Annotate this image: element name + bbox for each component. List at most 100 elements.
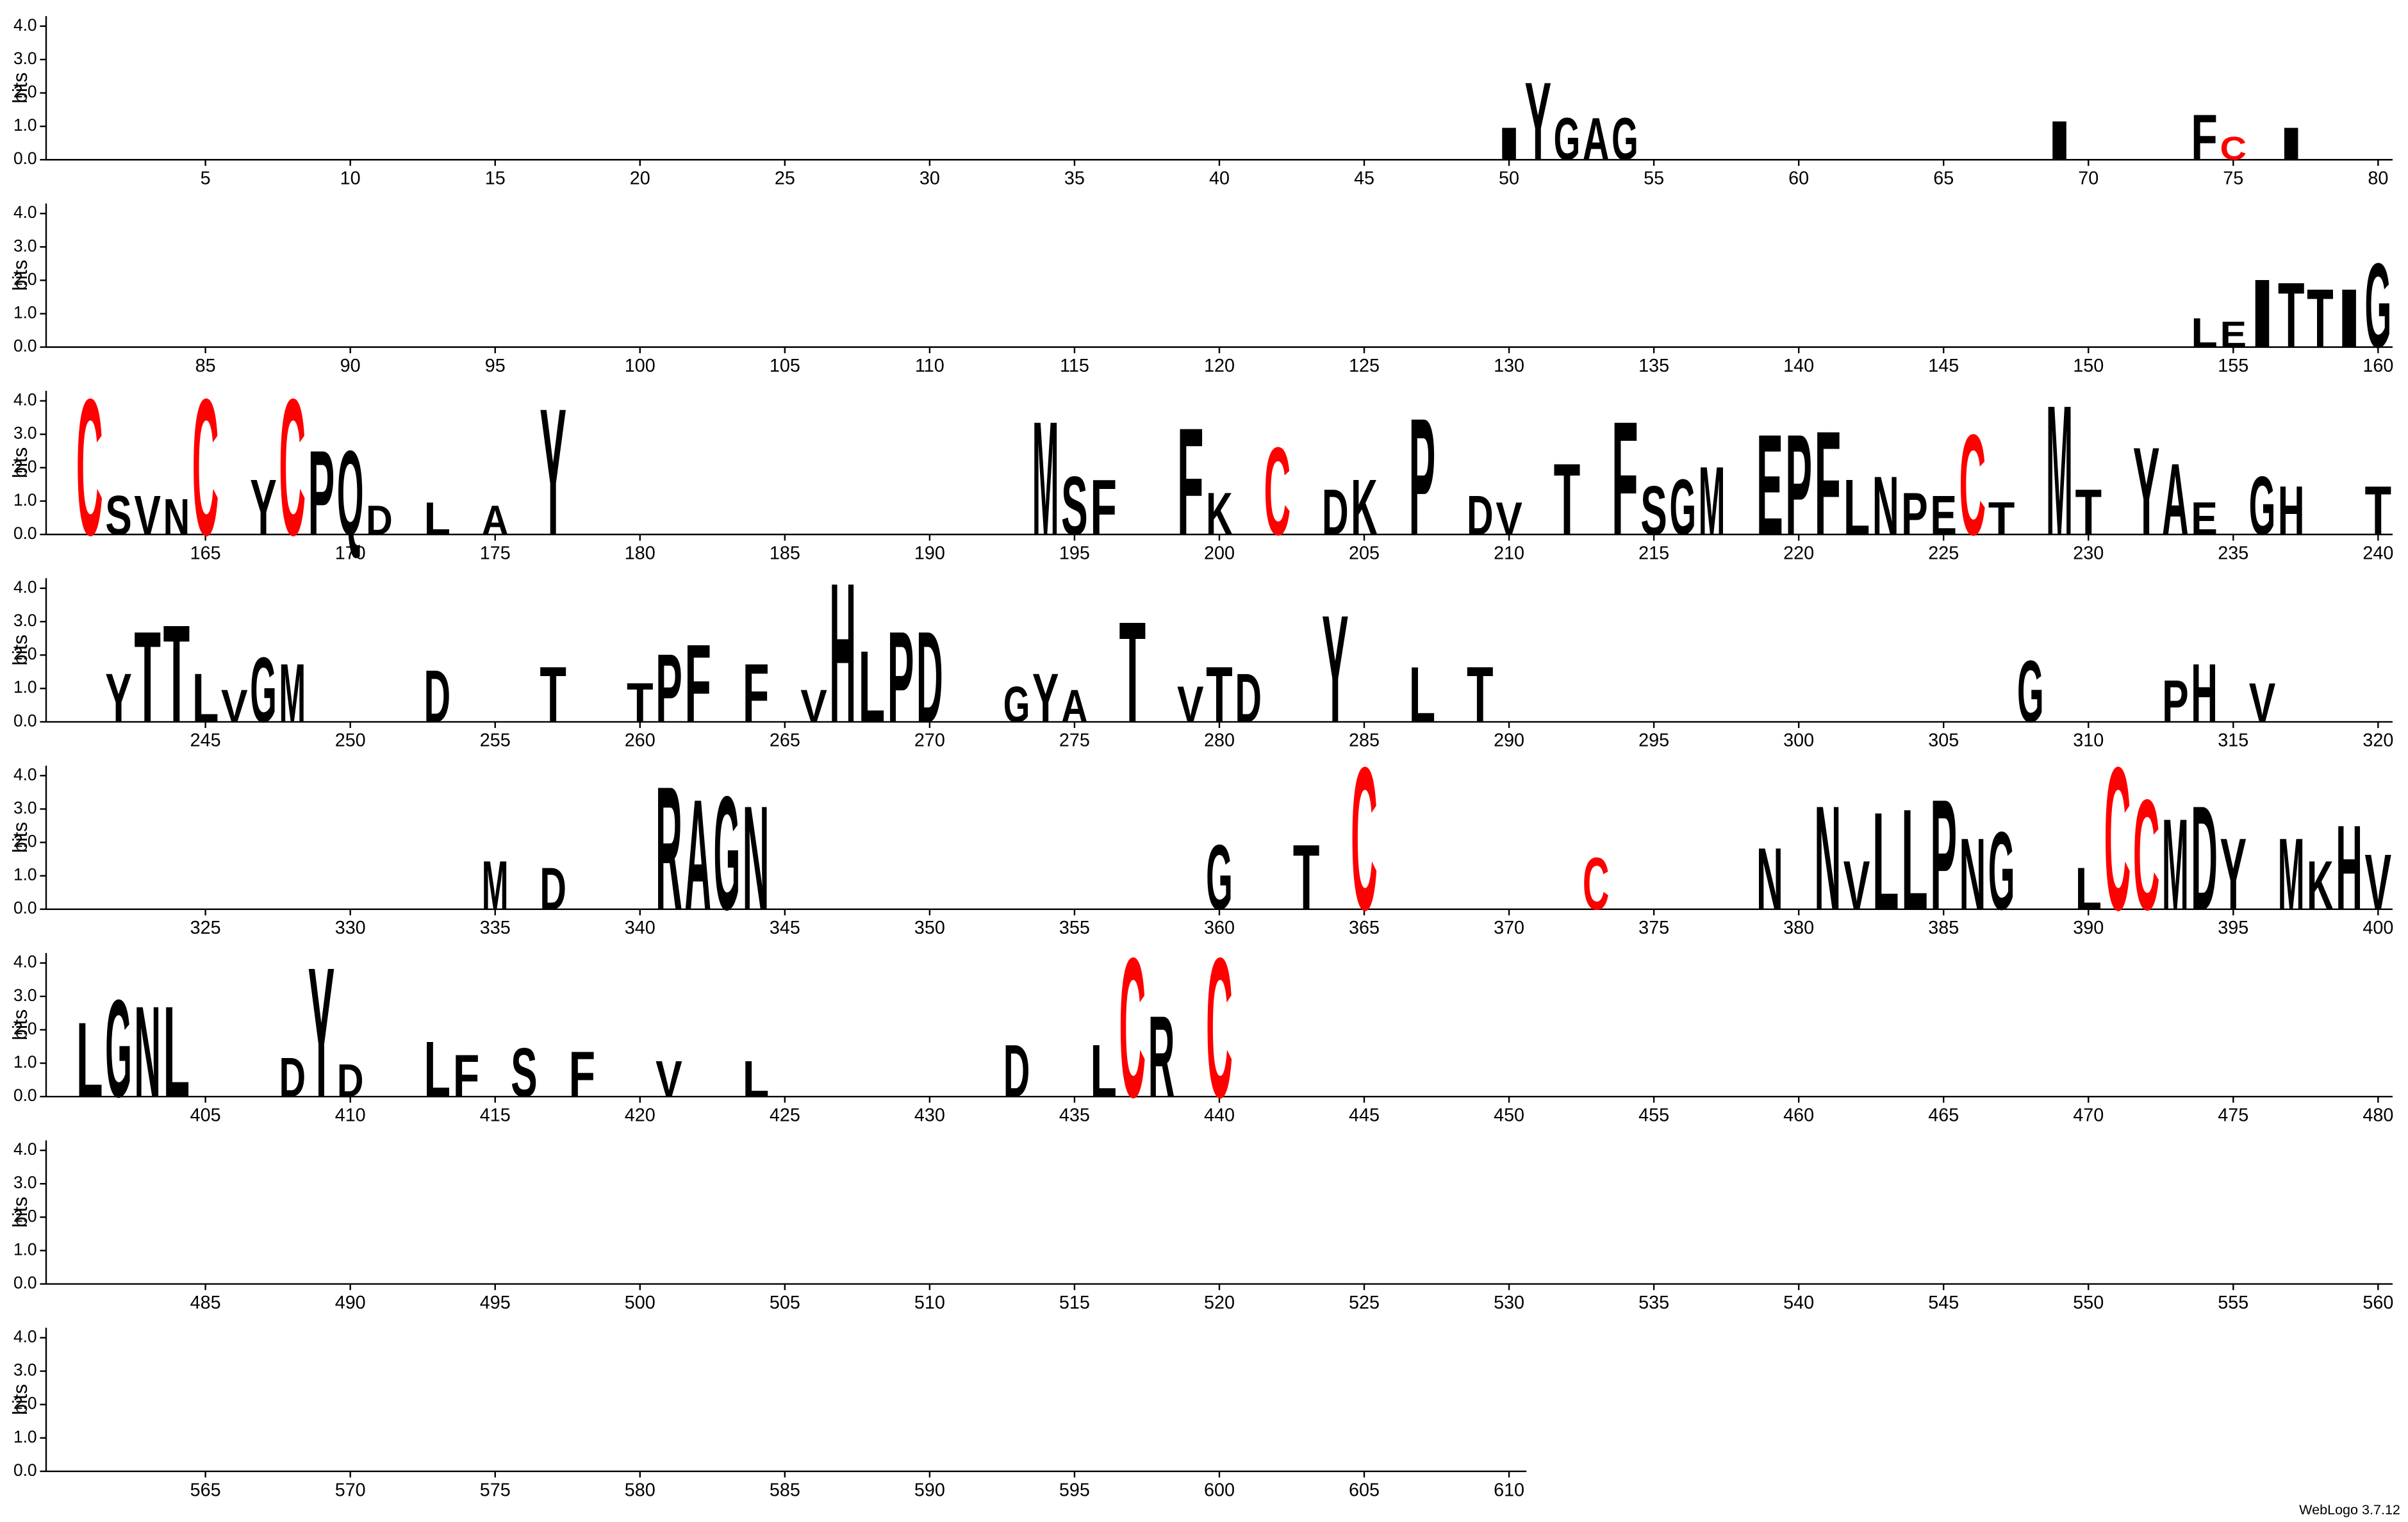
logo-letter: G	[1003, 675, 1030, 732]
logo-letter: L	[163, 979, 190, 1124]
logo-letter: G	[2365, 238, 2392, 373]
y-tick-label: 0.0	[13, 524, 37, 543]
logo-letter: C	[279, 359, 306, 576]
logo-letter: D	[2191, 775, 2218, 941]
logo-letter: T	[1988, 493, 2015, 545]
logo-letter: D	[424, 654, 451, 738]
x-tick-label: 245	[190, 731, 221, 751]
logo-letter: T	[627, 672, 654, 734]
logo-letter: V	[800, 680, 827, 732]
x-tick-label: 505	[770, 1293, 800, 1313]
logo-letter: C	[1264, 422, 1291, 561]
x-tick-label: 600	[1204, 1480, 1235, 1500]
x-tick-label: 380	[1783, 918, 1814, 938]
x-tick-label: 290	[1494, 731, 1524, 751]
x-tick-label: 270	[914, 731, 945, 751]
logo-letter: R	[656, 750, 682, 947]
x-tick-label: 395	[2218, 918, 2248, 938]
logo-letter: P	[1930, 767, 1957, 943]
x-tick-label: 465	[1928, 1105, 1959, 1125]
y-axis-label: bits	[9, 1384, 31, 1415]
logo-letter: K	[1351, 464, 1378, 552]
logo-letter: L	[1090, 1029, 1117, 1113]
logo-letter: P	[308, 426, 335, 560]
x-tick-label: 410	[335, 1105, 366, 1125]
x-tick-label: 200	[1204, 543, 1235, 563]
logo-letter: F	[684, 621, 711, 745]
x-tick-label: 15	[485, 169, 506, 189]
logo-letter: V	[2249, 672, 2276, 734]
x-tick-label: 55	[1644, 169, 1664, 189]
y-tick-label: 1.0	[13, 677, 37, 697]
logo-letter: H	[2336, 800, 2363, 935]
logo-letter: P	[1409, 384, 1436, 570]
logo-letter: L	[424, 493, 451, 545]
x-tick-label: 10	[340, 169, 361, 189]
logo-letter: V	[656, 1050, 682, 1107]
logo-letter: M	[2162, 792, 2189, 937]
y-axis-label: bits	[9, 822, 31, 852]
x-tick-label: 85	[195, 356, 216, 376]
x-tick-label: 470	[2073, 1105, 2104, 1125]
x-tick-label: 510	[914, 1293, 945, 1313]
x-tick-label: 580	[625, 1480, 656, 1500]
logo-letter: F	[1612, 388, 1638, 569]
x-tick-label: 450	[1494, 1105, 1524, 1125]
logo-letter: M	[1032, 388, 1059, 569]
logo-letter: A	[684, 767, 711, 943]
logo-letter: T	[1206, 651, 1233, 739]
x-tick-label: 60	[1788, 169, 1809, 189]
logo-letter: S	[105, 484, 132, 547]
logo-letter: A	[2162, 442, 2189, 556]
x-tick-label: 115	[1060, 356, 1089, 376]
logo-letter: R	[1148, 992, 1175, 1121]
logo-letter: I	[1496, 118, 1522, 170]
x-tick-label: 255	[480, 731, 511, 751]
logo-letter: T	[2365, 472, 2392, 550]
x-tick-label: 185	[770, 543, 800, 563]
logo-letter: Q	[337, 426, 364, 560]
x-tick-label: 550	[2073, 1293, 2104, 1313]
x-tick-label: 560	[2363, 1293, 2393, 1313]
x-tick-label: 520	[1204, 1293, 1235, 1313]
x-tick-label: 180	[625, 543, 656, 563]
y-axis-label: bits	[9, 447, 31, 478]
y-tick-label: 1.0	[13, 115, 37, 135]
x-tick-label: 165	[190, 543, 221, 563]
logo-letter: E	[1756, 404, 1783, 565]
logo-letter: T	[2307, 272, 2334, 365]
x-tick-label: 375	[1638, 918, 1669, 938]
y-tick-label: 2.0	[13, 82, 37, 101]
logo-letter: D	[337, 1055, 364, 1107]
x-tick-label: 135	[1638, 356, 1669, 376]
x-tick-label: 205	[1349, 543, 1380, 563]
logo-letter: T	[1119, 591, 1146, 752]
x-tick-label: 455	[1638, 1105, 1669, 1125]
x-tick-label: 605	[1349, 1480, 1380, 1500]
x-tick-label: 420	[625, 1105, 656, 1125]
logo-letter: D	[279, 1046, 306, 1109]
y-tick-label: 4.0	[13, 15, 37, 35]
x-tick-label: 500	[625, 1293, 656, 1313]
logo-letter: L	[2191, 310, 2218, 356]
logo-letter: H	[2191, 646, 2218, 740]
y-tick-label: 0.0	[13, 1273, 37, 1293]
logo-letter: N	[163, 488, 190, 545]
x-tick-label: 260	[625, 731, 656, 751]
logo-letter: G	[1554, 105, 1581, 172]
logo-letter: G	[714, 763, 741, 944]
x-tick-label: 45	[1354, 169, 1374, 189]
logo-letter: S	[511, 1034, 538, 1112]
logo-letter: P	[887, 604, 914, 749]
x-tick-label: 315	[2218, 731, 2248, 751]
x-tick-label: 250	[335, 731, 366, 751]
logo-letter: E	[2220, 315, 2247, 356]
x-tick-label: 350	[914, 918, 945, 938]
x-tick-label: 415	[480, 1105, 511, 1125]
x-tick-label: 610	[1494, 1480, 1524, 1500]
logo-letter: C	[1583, 842, 1610, 925]
logo-letter: T	[2278, 263, 2305, 367]
logo-letter: C	[1351, 725, 1378, 953]
logo-letter: C	[2220, 130, 2247, 167]
